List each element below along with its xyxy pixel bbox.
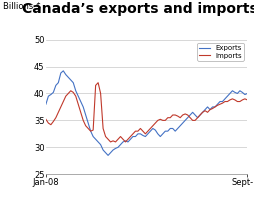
- Imports: [91, 129, 94, 131]
- Line: Exports: Exports: [46, 71, 246, 155]
- Imports: [44, 118, 47, 121]
- Exports: [143, 135, 146, 138]
- Line: Imports: Imports: [46, 83, 246, 142]
- Imports: [143, 133, 146, 135]
- Text: Canada’s exports and imports: Canada’s exports and imports: [22, 2, 254, 16]
- Imports: [101, 127, 104, 130]
- Imports: [104, 135, 107, 138]
- Exports: [61, 70, 65, 72]
- Exports: [104, 151, 107, 154]
- Exports: [245, 92, 248, 95]
- Text: Billions $: Billions $: [3, 2, 41, 11]
- Exports: [94, 138, 97, 140]
- Exports: [101, 149, 104, 151]
- Imports: [210, 107, 213, 110]
- Exports: [106, 154, 109, 157]
- Imports: [205, 111, 208, 113]
- Imports: [245, 99, 248, 101]
- Exports: [44, 103, 47, 105]
- Exports: [205, 106, 208, 108]
- Legend: Exports, Imports: Exports, Imports: [196, 43, 243, 61]
- Imports: [96, 82, 99, 84]
- Imports: [109, 141, 112, 143]
- Exports: [210, 106, 213, 108]
